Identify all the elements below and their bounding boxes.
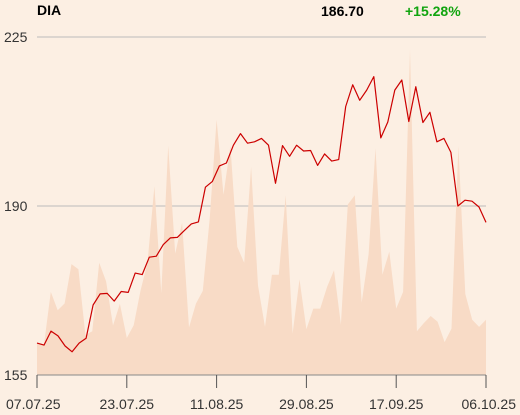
ticker-symbol: DIA <box>37 2 62 18</box>
gridlines <box>37 36 486 207</box>
last-price: 186.70 <box>321 3 364 19</box>
x-tick-label: 07.07.25 <box>6 396 61 412</box>
y-tick-label: 155 <box>4 367 28 383</box>
x-tick-label: 17.09.25 <box>369 396 424 412</box>
quote-header: DIA 186.70 +15.28% <box>0 0 520 22</box>
y-tick-label: 225 <box>4 29 28 45</box>
volume-area-shape <box>37 49 486 375</box>
x-tick-label: 06.10.25 <box>462 396 517 412</box>
price-line <box>36 76 487 353</box>
price-series-line <box>36 76 487 353</box>
y-axis-ticks: 155 190 225 <box>4 29 28 383</box>
price-change: +15.28% <box>405 3 461 19</box>
x-axis-ticks: 07.07.25 23.07.25 11.08.25 29.08.25 17.09.25… <box>6 375 516 412</box>
x-tick-label: 11.08.25 <box>190 396 244 412</box>
y-tick-label: 190 <box>4 198 28 214</box>
x-tick-label: 29.08.25 <box>279 396 334 412</box>
volume-area <box>37 49 486 375</box>
x-tick-label: 23.07.25 <box>100 396 155 412</box>
